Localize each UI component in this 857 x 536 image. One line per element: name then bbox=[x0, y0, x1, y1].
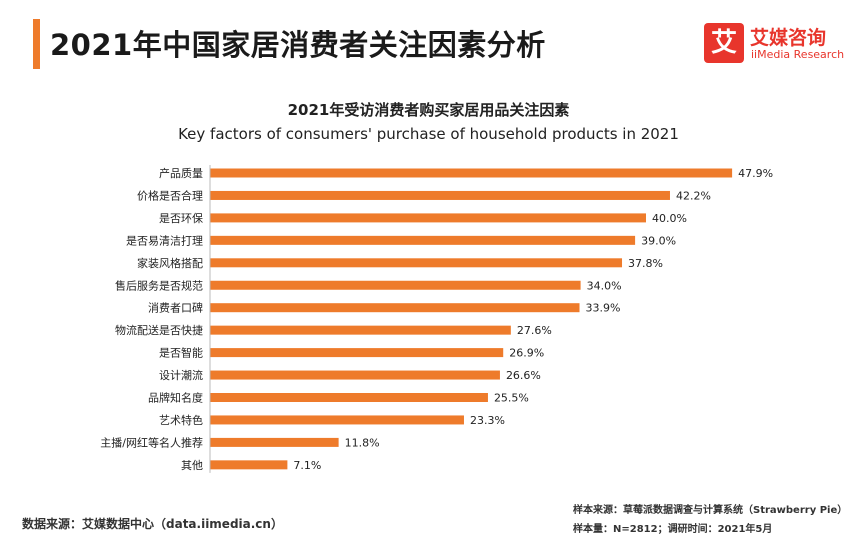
bar bbox=[210, 235, 636, 245]
bar bbox=[210, 348, 504, 358]
value-label: 23.3% bbox=[470, 414, 505, 427]
bar bbox=[210, 460, 288, 470]
value-label: 39.0% bbox=[641, 234, 676, 247]
bar bbox=[210, 303, 580, 313]
sample-info-note: 样本量：N=2812；调研时间：2021年5月 bbox=[573, 524, 773, 535]
value-label: 37.8% bbox=[628, 257, 663, 270]
chart-subtitle: Key factors of consumers' purchase of ho… bbox=[178, 125, 679, 143]
value-label: 26.6% bbox=[506, 369, 541, 382]
value-label: 25.5% bbox=[494, 392, 529, 405]
bar bbox=[210, 437, 339, 447]
value-label: 33.9% bbox=[586, 302, 621, 315]
value-label: 47.9% bbox=[738, 167, 773, 180]
category-label: 主播/网红等名人推荐 bbox=[100, 435, 203, 449]
data-source-note: 数据来源：艾媒数据中心（data.iimedia.cn） bbox=[22, 517, 283, 531]
category-label: 产品质量 bbox=[159, 166, 203, 180]
bar bbox=[210, 393, 488, 402]
category-label: 艺术特色 bbox=[159, 413, 203, 427]
value-label: 34.0% bbox=[587, 279, 622, 292]
category-label: 物流配送是否快捷 bbox=[115, 323, 203, 337]
category-label: 是否环保 bbox=[159, 211, 203, 225]
bar bbox=[210, 415, 464, 425]
category-label: 价格是否合理 bbox=[137, 188, 203, 202]
value-label: 7.1% bbox=[293, 459, 321, 472]
category-label: 设计潮流 bbox=[159, 368, 203, 382]
category-label: 是否智能 bbox=[159, 346, 203, 360]
logo-name-cn: 艾媒咨询 bbox=[750, 27, 827, 49]
value-label: 26.9% bbox=[509, 347, 544, 360]
bar bbox=[210, 325, 511, 335]
category-label: 是否易清洁打理 bbox=[126, 233, 203, 247]
category-label: 售后服务是否规范 bbox=[115, 278, 203, 292]
logo-name-en: iiMedia Research bbox=[751, 48, 845, 61]
category-label: 家装风格搭配 bbox=[137, 256, 203, 270]
bar bbox=[210, 280, 581, 290]
value-label: 40.0% bbox=[652, 212, 687, 225]
category-label: 其他 bbox=[181, 459, 203, 472]
sample-source-note: 样本来源：草莓派数据调查与计算系统（Strawberry Pie） bbox=[573, 505, 848, 516]
logo-mark-icon: 艾 bbox=[704, 23, 744, 63]
category-label: 消费者口碑 bbox=[148, 301, 203, 315]
page-title: 2021年中国家居消费者关注因素分析 bbox=[50, 28, 546, 62]
value-label: 27.6% bbox=[517, 324, 552, 337]
value-label: 42.2% bbox=[676, 189, 711, 202]
title-accent-bar bbox=[33, 19, 40, 69]
bar bbox=[210, 213, 646, 223]
value-label: 11.8% bbox=[345, 436, 380, 449]
bar bbox=[210, 190, 670, 200]
chart-title: 2021年受访消费者购买家居用品关注因素 bbox=[287, 101, 570, 119]
bar bbox=[210, 258, 623, 268]
category-label: 品牌知名度 bbox=[148, 391, 203, 405]
company-logo: 艾 艾媒咨询 iiMedia Research bbox=[704, 23, 844, 67]
bar bbox=[210, 370, 500, 380]
bar bbox=[210, 168, 733, 178]
